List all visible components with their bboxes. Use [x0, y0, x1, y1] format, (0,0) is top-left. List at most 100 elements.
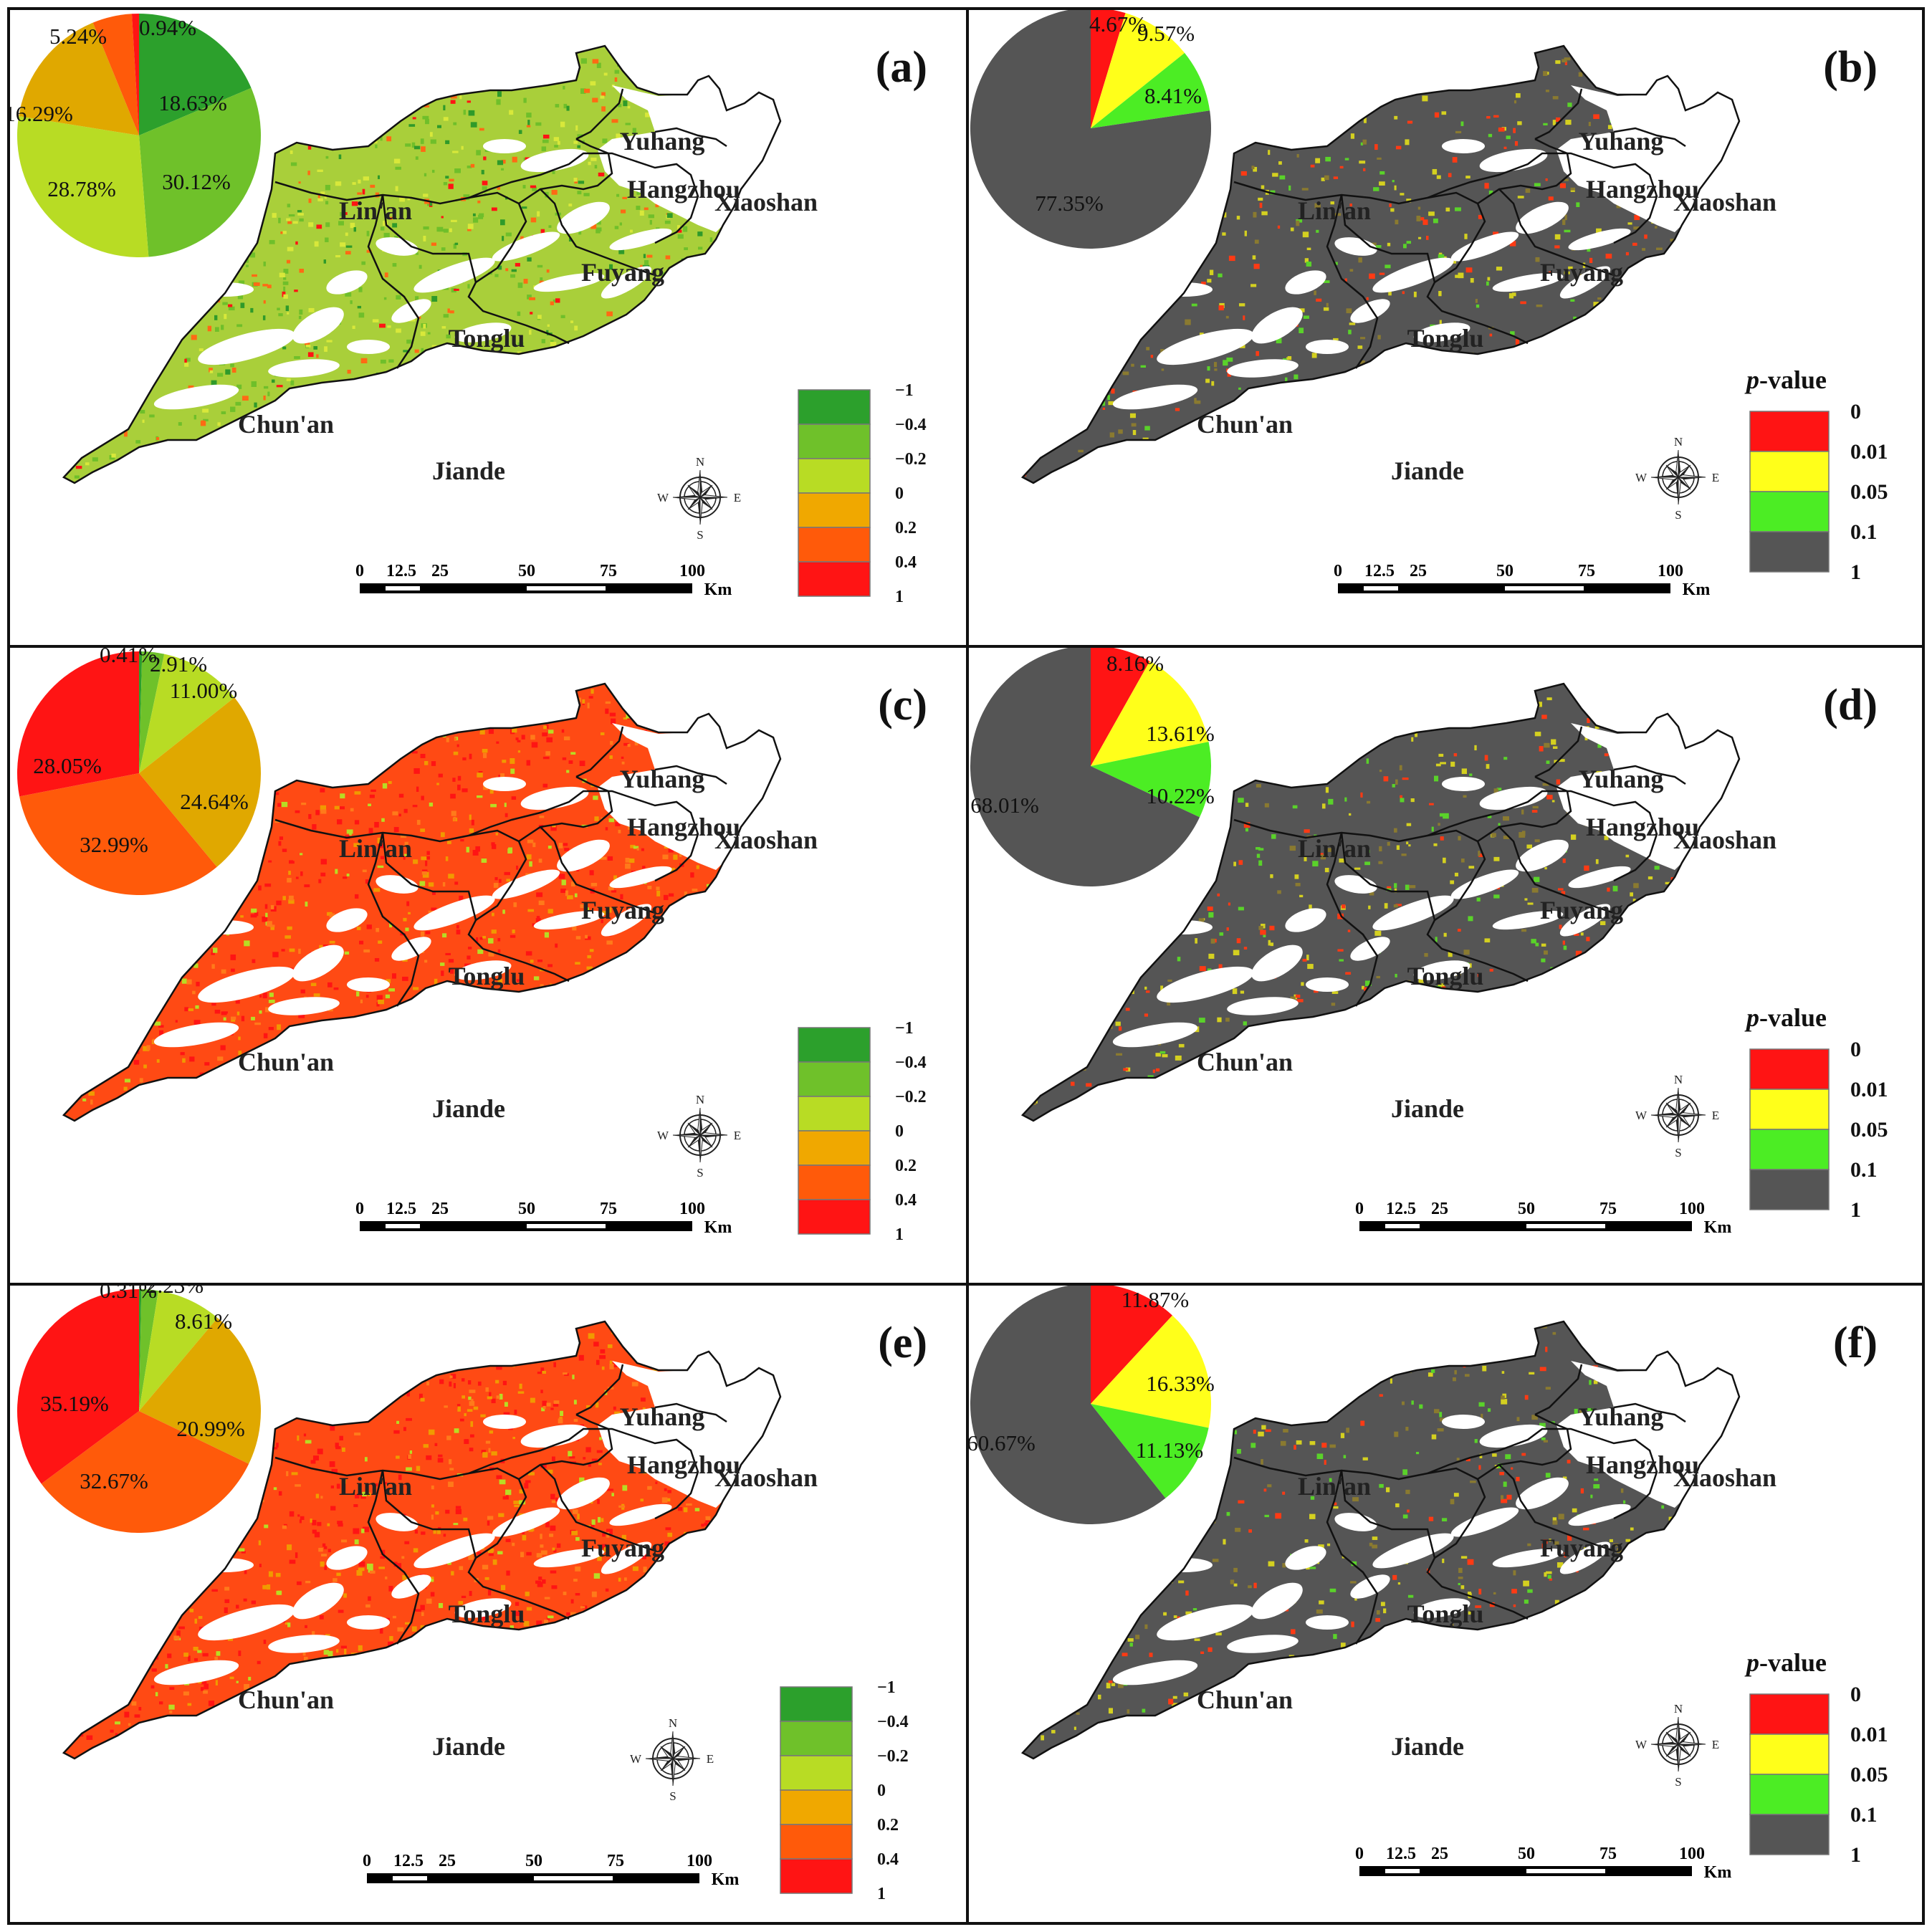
map-void [1350, 1574, 1390, 1599]
map-void [1413, 960, 1470, 980]
corr-legend: −1 −0.4 −0.2 0 0.2 0.4 1 [798, 381, 927, 606]
district-border [1613, 127, 1686, 148]
region-label: Hangzhou [1586, 813, 1699, 841]
map-void [1157, 1604, 1254, 1641]
pie-slice [17, 651, 139, 797]
scale-tick-label: 0 [355, 1200, 364, 1218]
map-void [268, 359, 340, 378]
legend-label: 0 [1850, 1683, 1861, 1706]
district-border [518, 1413, 613, 1481]
region-label: Hangzhou [627, 175, 740, 204]
region-label: Jiande [432, 1094, 505, 1123]
legend-swatch [798, 458, 871, 494]
panel-label: (f) [1833, 1319, 1878, 1367]
map-void [326, 270, 368, 295]
legend-swatch [798, 527, 871, 563]
map-void [268, 997, 340, 1015]
region-label: Chun'an [238, 1048, 334, 1076]
map-void [196, 920, 254, 934]
compass-rose-icon: N S E W [1635, 435, 1719, 522]
region-label: Yuhang [1579, 1402, 1664, 1431]
legend-label: −1 [895, 381, 914, 400]
map-void [533, 910, 605, 930]
scale-unit: Km [1704, 1863, 1732, 1882]
map-void [1568, 1503, 1631, 1526]
pie-label: 0.94% [139, 15, 196, 40]
legend-label: 0.05 [1850, 1118, 1888, 1142]
map-void [1372, 257, 1454, 293]
map-void [454, 960, 512, 980]
map-void [1413, 322, 1470, 343]
map-void [533, 1548, 605, 1568]
pie-label: 32.99% [80, 832, 148, 857]
scale-tick-label: 0 [1355, 1200, 1364, 1218]
legend-swatch [798, 561, 871, 597]
pie-label: 13.61% [1146, 721, 1215, 746]
legend-swatch [780, 1858, 853, 1894]
map-void [1492, 272, 1564, 292]
map-void [520, 1424, 589, 1448]
legend-label: −1 [895, 1019, 914, 1038]
map-void [1479, 1424, 1548, 1448]
region-label: Lin'an [339, 196, 412, 225]
map-void [483, 1415, 526, 1429]
region-label: Tonglu [449, 1599, 525, 1628]
district-border [1326, 1470, 1379, 1645]
pval-legend-title: p-value [1744, 365, 1827, 394]
region-label: Hangzhou [1586, 175, 1699, 204]
pie-slice [139, 1318, 261, 1464]
pie-slice [139, 654, 235, 773]
map-void [413, 1533, 495, 1569]
compass-label-e: E [734, 1129, 741, 1142]
map-void [1492, 1548, 1564, 1568]
pie-slice [139, 1289, 142, 1411]
map-void [1334, 1513, 1377, 1531]
pie-slice [139, 87, 262, 257]
district-border [540, 826, 656, 914]
pie-label: 16.29% [10, 101, 73, 126]
map-void [1450, 231, 1519, 262]
district-border [381, 832, 477, 921]
pval-legend-title: p-value [1744, 1003, 1827, 1032]
compass-label-w: W [1635, 1738, 1648, 1751]
pie-label: 0.31% [100, 1286, 157, 1303]
pie-chart: 0.41%2.91%11.00% 24.64% 32.99% 28.05% [17, 648, 261, 895]
pie-label: 9.57% [1137, 21, 1195, 46]
district-border [1613, 765, 1686, 785]
panel-label: (c) [878, 681, 927, 730]
map-void [292, 945, 344, 982]
scale-tick-label: 50 [1518, 1200, 1535, 1218]
map-void [1157, 328, 1254, 365]
region-label: Tonglu [1407, 324, 1484, 353]
legend-swatch [798, 1027, 871, 1063]
map-void [198, 966, 295, 1003]
legend-label: 1 [895, 588, 904, 606]
scale-tick-label: 12.5 [1386, 1845, 1416, 1863]
map-void [1479, 148, 1548, 173]
region-label: Xiaoshan [1673, 1463, 1776, 1492]
map-void [198, 328, 295, 365]
region-label: Xiaoshan [1673, 188, 1776, 216]
legend-swatch [1749, 1048, 1830, 1090]
map-raster [1023, 1321, 1739, 1759]
map-void [1479, 786, 1548, 810]
compass-label-e: E [1712, 1109, 1719, 1122]
pie-slice [92, 14, 139, 136]
compass-label-s: S [1675, 1775, 1681, 1789]
legend-label: 1 [1850, 1198, 1861, 1222]
map-void [1251, 945, 1303, 982]
compass-label-s: S [697, 1166, 703, 1180]
map-void [1334, 237, 1377, 256]
legend-label: 0.05 [1850, 480, 1888, 504]
legend-swatch [798, 1199, 871, 1235]
legend-swatch [798, 1165, 871, 1200]
map-void [391, 299, 431, 323]
district-border [1426, 203, 1529, 345]
map-void [292, 307, 344, 344]
map-void [1442, 777, 1485, 791]
map-void [492, 869, 560, 899]
